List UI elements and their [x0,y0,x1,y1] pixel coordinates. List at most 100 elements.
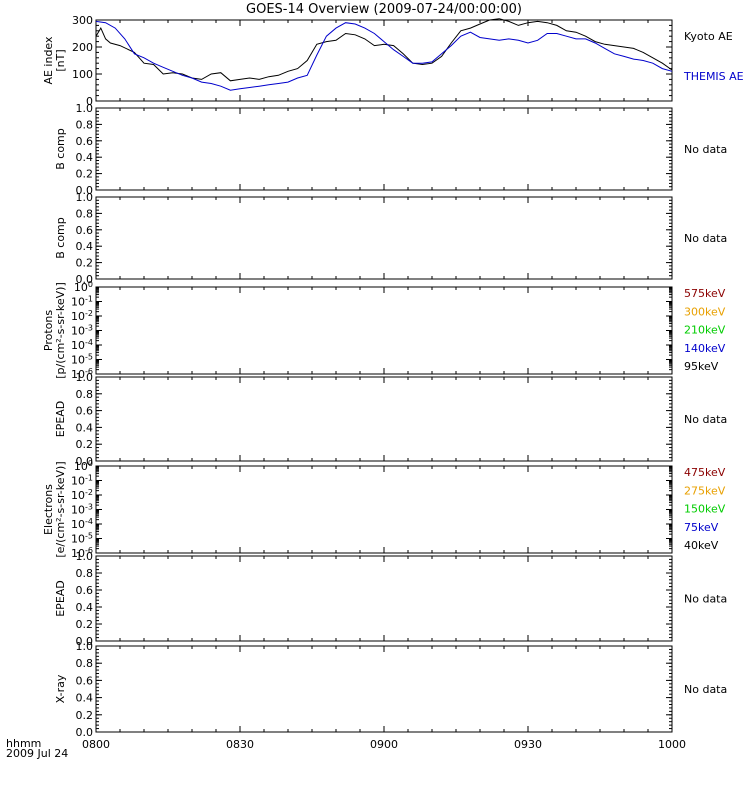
y-tick-label: 0.0 [76,635,94,648]
y-tick-label: 10-4 [71,338,93,352]
panel-epead-2: EPEAD 0.0 0.2 0.4 0.6 0.8 1.0 No data [54,550,727,648]
y-tick-label: 1.0 [76,191,94,204]
no-data-label: No data [684,683,727,696]
y-tick-label: 0.8 [76,567,94,580]
x-axis-label-date: 2009 Jul 24 [6,747,68,760]
y-tick-label: 0.8 [76,388,94,401]
x-tick-label: 0800 [82,738,110,751]
y-tick-label: 10-3 [71,503,93,517]
panel-frame [95,555,673,642]
y-tick-label: 10-4 [71,517,93,531]
y-tick-label: 0.2 [76,257,94,270]
legend-entry: 40keV [684,539,719,552]
y-tick-label: 10-2 [71,488,93,502]
no-data-label: No data [684,143,727,156]
y-tick-label: 300 [72,14,93,27]
no-data-label: No data [684,593,727,606]
panel-frame [95,196,673,280]
legend-entry: 95keV [684,360,719,373]
panels: AE index [nT] 0 100 200 300 Kyoto AE THEMIS AE B… [42,14,744,739]
legend-entry: 275keV [684,484,726,497]
legend-entry: Kyoto AE [684,30,733,43]
y-tick-label: 0.2 [76,709,94,722]
panel-frame [95,465,673,554]
y-tick-label: 0.2 [76,438,94,451]
y-tick-label: 0.8 [76,118,94,131]
y-tick-label: 0.4 [76,151,94,164]
legend-entry: 210keV [684,324,726,337]
y-axis-unit: [nT] [54,49,67,71]
y-tick-label: 0.6 [76,405,94,418]
y-axis-label: Protons [42,310,55,351]
x-axis-label-hhmm: hhmm [6,737,41,750]
y-tick-label: 0.4 [76,240,94,253]
x-tick-label: 0900 [370,738,398,751]
y-axis-label: X-ray [54,674,67,703]
y-axis-unit: [e/(cm²-s-sr-keV)] [54,461,67,557]
y-tick-label: 0.2 [76,618,94,631]
y-tick-label: 1.0 [76,102,94,115]
y-tick-label: 1.0 [76,371,94,384]
series-line-kyoto-ae [95,18,673,82]
panel-b-comp-1: B comp 0.0 0.2 0.4 0.6 0.8 1.0 No data [54,102,727,197]
y-axis-label: Electrons [42,484,55,535]
y-tick-label: 0.2 [76,168,94,181]
y-axis-unit: [p/(cm²-s-sr-keV)] [54,282,67,379]
figure-title: GOES-14 Overview (2009-07-24/00:00:00) [246,2,522,17]
y-tick-label: 0 [86,95,93,108]
panel-ae-index: AE index [nT] 0 100 200 300 Kyoto AE THEMIS AE [42,14,744,108]
legend-entry: 300keV [684,305,726,318]
y-axis-label: EPEAD [54,401,67,438]
y-tick-label: 0.8 [76,657,94,670]
x-axis: hhmm 2009 Jul 24 0800 0830 0900 0930 1000 [6,737,686,760]
panel-frame [95,286,673,375]
y-tick-label: 0.0 [76,184,94,197]
y-tick-label: 0.8 [76,207,94,220]
panel-frame [95,107,673,191]
x-tick-label: 0830 [226,738,254,751]
y-axis-label: B comp [54,217,67,259]
panel-frame [95,19,673,102]
y-tick-label: 0.0 [76,273,94,286]
y-tick-label: 0.6 [76,674,94,687]
y-tick-label: 100 [72,68,93,81]
series-line-themis-ae [95,20,673,91]
panel-protons: Protons [p/(cm²-s-sr-keV)] 10010-110-210-3… [42,280,726,381]
y-tick-label: 0.6 [76,584,94,597]
y-tick-label: 0.6 [76,224,94,237]
y-tick-label: 10-5 [71,532,93,546]
y-tick-label: 10-6 [71,546,93,560]
y-tick-label: 1.0 [76,550,94,563]
legend-entry: 475keV [684,466,726,479]
y-tick-label: 0.4 [76,421,94,434]
no-data-label: No data [684,413,727,426]
y-tick-label: 100 [74,459,93,473]
x-tick-label: 0930 [514,738,542,751]
panel-b-comp-2: B comp 0.0 0.2 0.4 0.6 0.8 1.0 No data [54,191,727,286]
y-tick-label: 0.0 [76,726,94,739]
x-tick-label: 1000 [658,738,686,751]
legend-entry: 140keV [684,342,726,355]
y-axis-label: EPEAD [54,580,67,617]
y-tick-label: 0.4 [76,692,94,705]
panel-x-ray: X-ray 0.0 0.2 0.4 0.6 0.8 1.0 No data [54,640,727,739]
y-tick-label: 100 [74,280,93,294]
panel-epead-1: EPEAD 0.0 0.2 0.4 0.6 0.8 1.0 No data [54,371,727,468]
y-tick-label: 10-3 [71,324,93,338]
panel-frame [95,645,673,733]
y-tick-label: 1.0 [76,640,94,653]
legend-entry: 150keV [684,503,726,516]
y-tick-label: 10-1 [71,474,93,488]
legend-entry: 75keV [684,521,719,534]
y-tick-label: 10-2 [71,309,93,323]
y-tick-label: 0.4 [76,601,94,614]
y-tick-label: 10-5 [71,353,93,367]
y-tick-label: 10-1 [71,295,93,309]
y-axis-label: B comp [54,128,67,170]
legend-entry: THEMIS AE [683,70,744,83]
y-tick-label: 10-6 [71,367,93,381]
panel-electrons: Electrons [e/(cm²-s-sr-keV)] 10010-110-210… [42,459,726,560]
y-tick-label: 0.6 [76,135,94,148]
y-tick-label: 0.0 [76,455,94,468]
